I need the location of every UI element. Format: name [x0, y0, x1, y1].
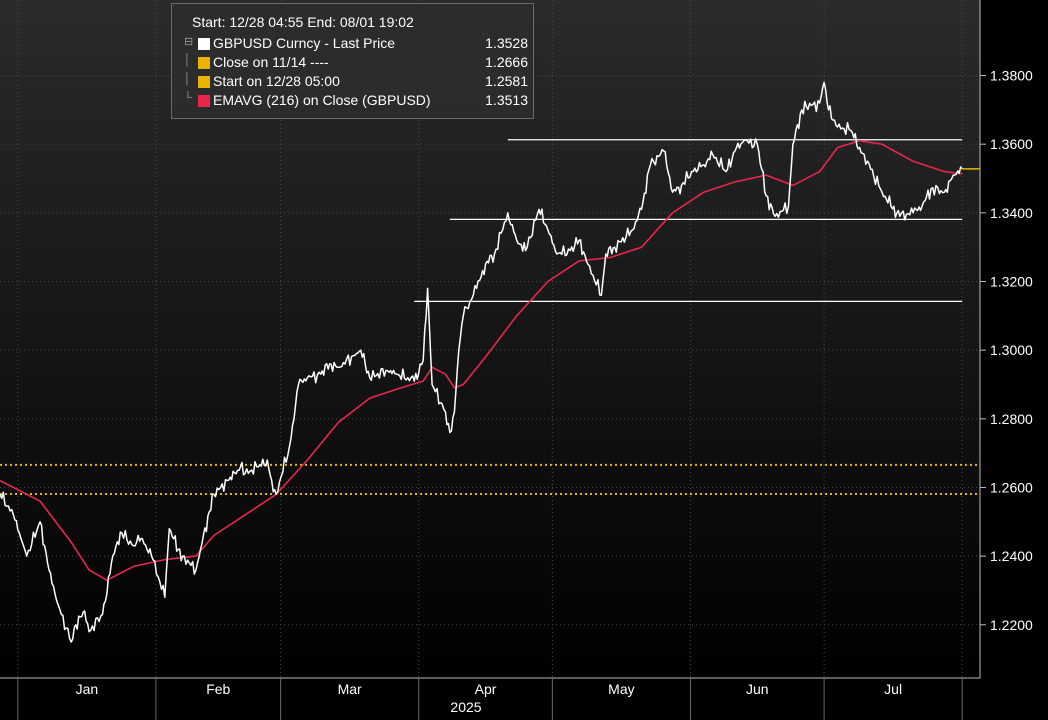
x-tick-label: Jul — [884, 681, 902, 697]
legend-item-last-price[interactable]: ⊟ GBPUSD Curncy - Last Price 1.3528 — [184, 35, 528, 54]
y-tick-label: 1.3400 — [990, 205, 1033, 221]
legend-header: Start: 12/28 04:55 End: 08/01 19:02 — [192, 14, 414, 30]
y-tick-label: 1.2200 — [990, 617, 1033, 633]
y-tick-label: 1.3000 — [990, 342, 1033, 358]
tree-branch-icon: │ — [184, 54, 191, 66]
legend-box: Start: 12/28 04:55 End: 08/01 19:02 ⊟ GB… — [171, 3, 534, 119]
legend-value: 1.3513 — [485, 92, 528, 108]
tree-end-icon: └ — [184, 92, 192, 104]
legend-item-close-11-14[interactable]: │ Close on 11/14 ---- 1.2666 — [184, 54, 528, 73]
legend-value: 1.2666 — [485, 54, 528, 70]
tree-branch-icon: │ — [184, 73, 191, 85]
y-tick-label: 1.2600 — [990, 479, 1033, 495]
y-tick-label: 1.3600 — [990, 136, 1033, 152]
y-tick-label: 1.3800 — [990, 68, 1033, 84]
legend-item-start-12-28[interactable]: │ Start on 12/28 05:00 1.2581 — [184, 73, 528, 92]
x-tick-label: Mar — [338, 681, 362, 697]
series-layer — [0, 81, 980, 643]
y-tick-label: 1.2800 — [990, 411, 1033, 427]
x-tick-label: May — [608, 681, 634, 697]
legend-item-emavg[interactable]: └ EMAVG (216) on Close (GBPUSD) 1.3513 — [184, 92, 528, 111]
legend-swatch — [198, 95, 210, 107]
y-axis-ticks: 1.2200 1.2400 1.2600 1.2800 1.3000 1.3200 1.34… — [980, 68, 1033, 633]
x-axis-year-label: 2025 — [450, 699, 481, 715]
x-tick-label: Jun — [746, 681, 769, 697]
legend-label: Start on 12/28 05:00 — [213, 73, 340, 89]
collapse-icon[interactable]: ⊟ — [184, 36, 194, 48]
x-tick-label: Apr — [475, 681, 497, 697]
legend-label: EMAVG (216) on Close (GBPUSD) — [213, 92, 431, 108]
x-tick-label: Jan — [76, 681, 99, 697]
legend-swatch — [198, 76, 210, 88]
legend-label: Close on 11/14 ---- — [213, 54, 329, 70]
ema-series-line — [0, 139, 963, 581]
legend-swatch — [198, 57, 210, 69]
legend-value: 1.3528 — [485, 35, 528, 51]
price-series-line — [0, 81, 963, 643]
legend-label: GBPUSD Curncy - Last Price — [213, 35, 396, 51]
y-tick-label: 1.2400 — [990, 548, 1033, 564]
x-axis-ticks: Jan Feb Mar Apr May Jun Jul — [17, 678, 963, 720]
reference-lines — [0, 463, 980, 495]
x-tick-label: Feb — [206, 681, 230, 697]
grid — [0, 0, 980, 678]
legend-swatch — [198, 38, 210, 50]
legend-value: 1.2581 — [485, 73, 528, 89]
y-tick-label: 1.3200 — [990, 273, 1033, 289]
